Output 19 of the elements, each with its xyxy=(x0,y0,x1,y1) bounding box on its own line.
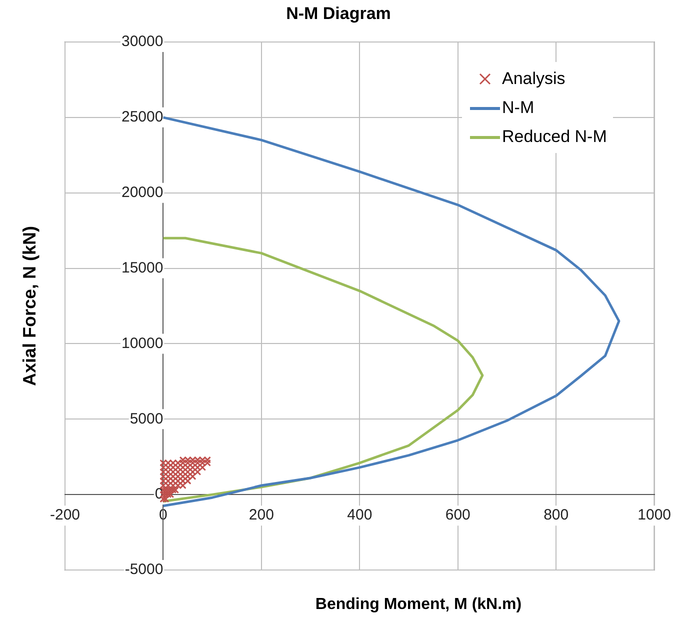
x-tick-label: 1000 xyxy=(638,506,672,524)
y-tick-label: 20000 xyxy=(122,184,164,201)
y-tick-label: 30000 xyxy=(122,33,164,50)
y-tick-label: 5000 xyxy=(130,410,164,428)
x-tick-label: -200 xyxy=(50,506,80,524)
legend-label: Analysis xyxy=(502,68,566,88)
y-tick-label: 25000 xyxy=(122,108,164,126)
y-tick-label: -5000 xyxy=(124,561,164,578)
y-axis-title: Axial Force, N (kN) xyxy=(20,226,40,386)
chart-title: N-M Diagram xyxy=(285,4,392,24)
x-axis-title: Bending Moment, M (kN.m) xyxy=(314,596,523,614)
x-tick-label: 200 xyxy=(248,506,274,524)
x-tick-label: 800 xyxy=(544,506,569,524)
y-tick-label: 15000 xyxy=(122,259,164,276)
y-tick-label: 10000 xyxy=(122,334,164,352)
legend-label: N-M xyxy=(502,98,534,118)
x-tick-label: 600 xyxy=(445,506,470,524)
legend-label: Reduced N-M xyxy=(502,126,607,146)
x-tick-label: 400 xyxy=(347,506,372,524)
